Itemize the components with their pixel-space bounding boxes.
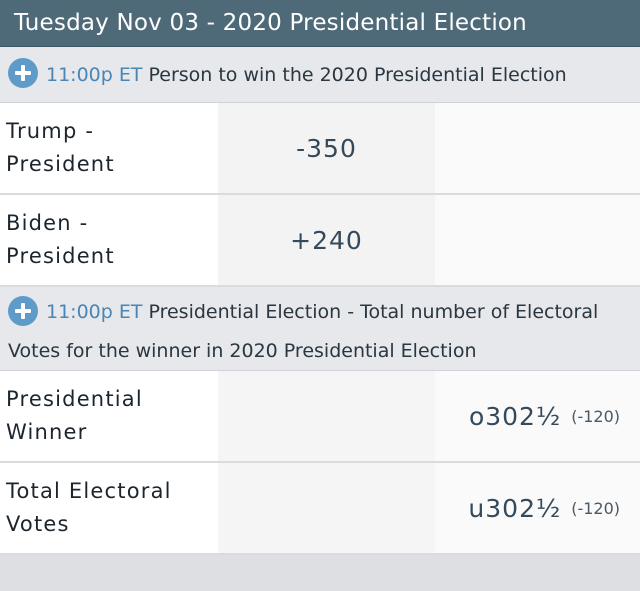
selection-name-line1: Total Electoral <box>6 479 172 503</box>
market-title: Presidential Election - Total number of … <box>8 301 599 362</box>
selection-name-line2: President <box>6 244 115 268</box>
page-title: Tuesday Nov 03 - 2020 Presidential Elect… <box>14 10 527 36</box>
moneyline-button[interactable]: +240 <box>218 195 435 285</box>
market-title: Person to win the 2020 Presidential Elec… <box>148 63 567 86</box>
total-button[interactable]: o302½ (-120) <box>435 371 640 461</box>
empty-odds-cell <box>435 103 640 193</box>
page-header: Tuesday Nov 03 - 2020 Presidential Elect… <box>0 0 640 47</box>
empty-odds-cell <box>218 463 435 553</box>
selection-name-line2: Votes <box>6 512 70 536</box>
empty-odds-cell <box>435 195 640 285</box>
selection-name-line1: Trump - <box>6 119 95 143</box>
table-row: Presidential Winner o302½ (-120) <box>0 371 640 463</box>
total-button[interactable]: u302½ (-120) <box>435 463 640 553</box>
market-time: 11:00p ET <box>46 63 143 86</box>
selection-name: Trump - President <box>0 103 218 193</box>
plus-circle-icon[interactable] <box>8 295 38 326</box>
market-header-electoral-votes[interactable]: 11:00p ET Presidential Election - Total n… <box>0 287 640 371</box>
selection-name-line1: Presidential <box>6 387 143 411</box>
total-odds: (-120) <box>571 498 620 518</box>
footer-spacer <box>0 555 640 585</box>
moneyline-value: -350 <box>296 133 357 163</box>
market-header-winner[interactable]: 11:00p ET Person to win the 2020 Preside… <box>0 47 640 103</box>
plus-circle-icon[interactable] <box>8 57 38 88</box>
total-value: u302½ <box>468 493 562 523</box>
moneyline-value: +240 <box>290 225 363 255</box>
empty-odds-cell <box>218 371 435 461</box>
table-row: Biden - President +240 <box>0 195 640 287</box>
total-odds: (-120) <box>571 406 620 426</box>
table-row: Total Electoral Votes u302½ (-120) <box>0 463 640 555</box>
total-value: o302½ <box>468 401 562 431</box>
selection-name: Biden - President <box>0 195 218 285</box>
selection-name: Total Electoral Votes <box>0 463 218 553</box>
market-time: 11:00p ET <box>46 301 143 323</box>
selection-name-line1: Biden - <box>6 211 89 235</box>
table-row: Trump - President -350 <box>0 103 640 195</box>
moneyline-button[interactable]: -350 <box>218 103 435 193</box>
selection-name-line2: President <box>6 152 115 176</box>
selection-name: Presidential Winner <box>0 371 218 461</box>
selection-name-line2: Winner <box>6 420 88 444</box>
